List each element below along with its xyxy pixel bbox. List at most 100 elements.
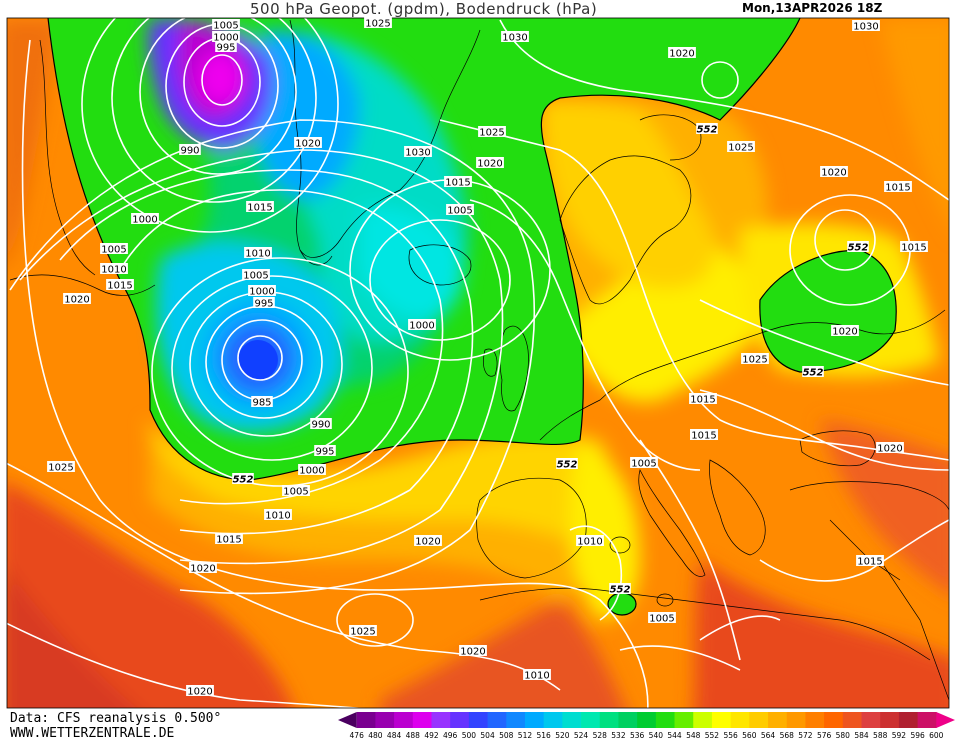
legend-tick-label: 496 [443, 731, 458, 740]
legend-tick-label: 588 [873, 731, 888, 740]
legend-swatch [618, 712, 638, 728]
label-background [364, 17, 392, 28]
geopotential-552-label: 552 [803, 368, 824, 379]
isobar-label: 1015 [857, 557, 882, 568]
label-background [264, 509, 292, 520]
label-background [576, 535, 604, 546]
label-background [100, 263, 128, 274]
label-background [668, 47, 696, 58]
label-background [47, 461, 75, 472]
legend-swatch [898, 712, 919, 728]
legend-tick-label: 532 [611, 731, 626, 740]
isobar-label: 1030 [853, 22, 878, 33]
legend-tick-label: 504 [480, 731, 495, 740]
label-background [251, 396, 273, 407]
isobar-label: 1015 [691, 431, 716, 442]
legend-swatch [412, 712, 432, 728]
label-background [501, 31, 529, 42]
label-background [900, 241, 928, 252]
legend-tick-label: 524 [574, 731, 589, 740]
isobar-label: 985 [252, 398, 271, 409]
label-background [131, 213, 159, 224]
isobar-label: 1025 [48, 463, 73, 474]
label-background [609, 583, 631, 594]
label-background [212, 31, 240, 42]
label-background [831, 325, 859, 336]
legend-swatch [581, 712, 601, 728]
label-background [215, 41, 237, 52]
isobar-label: 1020 [415, 537, 440, 548]
label-background [446, 204, 474, 215]
isobar-label: 1025 [479, 128, 504, 139]
isobar-label: 1020 [832, 327, 857, 338]
label-background [100, 243, 128, 254]
label-background [242, 269, 270, 280]
map-date: Mon,13APR2026 18Z [742, 1, 883, 15]
legend-swatch [842, 712, 862, 728]
legend-swatch [543, 712, 563, 728]
label-background [215, 533, 243, 544]
legend-swatch [936, 712, 955, 728]
legend-tick-label: 528 [593, 731, 608, 740]
legend-swatch [861, 712, 881, 728]
isobar-label: 1020 [64, 295, 89, 306]
legend-swatch [674, 712, 694, 728]
map-title: 500 hPa Geopot. (gpdm), Bodendruck (hPa) [250, 0, 598, 18]
legend-swatch [730, 712, 750, 728]
isobar-label: 1015 [247, 203, 272, 214]
isobar-label: 1030 [502, 33, 527, 44]
isobar-label: 1020 [190, 564, 215, 575]
legend-tick-label: 560 [742, 731, 757, 740]
legend-tick-label: 556 [723, 731, 738, 740]
isobar-label: 1020 [295, 139, 320, 150]
legend-tick-label: 500 [462, 731, 477, 740]
legend-tick-label: 584 [854, 731, 869, 740]
label-background [248, 285, 276, 296]
geopotential-labels: 552 552 552 552 552 552 [232, 123, 869, 596]
legend-swatch [805, 712, 825, 728]
geopotential-552-label: 552 [610, 585, 631, 596]
legend-tick-label: 552 [705, 731, 720, 740]
isobar-label: 995 [254, 299, 273, 310]
label-background [648, 612, 676, 623]
isobar-label: 1020 [669, 49, 694, 60]
legend-tick-label: 564 [761, 731, 776, 740]
isobar-label: 1000 [132, 215, 157, 226]
color-legend: 476 480 484 488 492 496 500 504 508 512 516 520 524 5… [338, 712, 955, 740]
legend-swatch [338, 712, 357, 728]
isobar-label: 1020 [821, 168, 846, 179]
label-background [414, 535, 442, 546]
isobar-label: 1005 [649, 614, 674, 625]
legend-swatch [394, 712, 414, 728]
isobar-label: 990 [311, 420, 330, 431]
legend-swatch [880, 712, 900, 728]
legend-swatch [768, 712, 788, 728]
legend-tick-label: 536 [630, 731, 645, 740]
label-background [741, 353, 769, 364]
legend-swatch [356, 712, 376, 728]
label-background [408, 319, 436, 330]
legend-tick-label: 576 [817, 731, 832, 740]
legend-swatch [487, 712, 507, 728]
isobar-label: 1015 [690, 395, 715, 406]
label-background [476, 157, 504, 168]
legend-tick-label: 480 [368, 731, 383, 740]
legend-swatch [562, 712, 582, 728]
legend-swatch [524, 712, 545, 728]
label-background [282, 485, 310, 496]
label-background [847, 241, 869, 252]
label-background [246, 201, 274, 212]
legend-swatch [786, 712, 806, 728]
label-background [690, 429, 718, 440]
isobar-label: 1010 [265, 511, 290, 522]
legend-tick-label: 544 [667, 731, 682, 740]
isobar-label: 1015 [885, 183, 910, 194]
label-background [349, 625, 377, 636]
label-background [294, 137, 322, 148]
isobar-label: 1000 [213, 33, 238, 44]
label-background [310, 418, 332, 429]
legend-tick-label: 572 [798, 731, 813, 740]
label-background [884, 181, 912, 192]
